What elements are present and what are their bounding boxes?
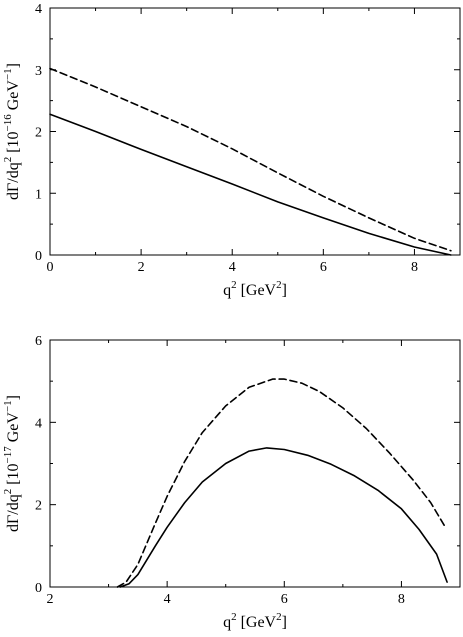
x-axis-label: q2 [GeV2]	[223, 279, 287, 299]
x-tick-label: 6	[281, 592, 288, 607]
y-tick-label: 2	[35, 126, 42, 141]
y-axis-label: dΓ/dq2 [10−16 GeV−1]	[2, 63, 22, 200]
y-tick-label: 2	[35, 499, 42, 514]
y-tick-label: 6	[35, 334, 42, 349]
x-tick-label: 4	[229, 260, 236, 275]
x-tick-label: 6	[320, 260, 327, 275]
plot-frame	[49, 7, 461, 256]
series-line-solid	[49, 113, 452, 256]
x-tick-label: 2	[138, 260, 145, 275]
y-tick-label: 3	[35, 64, 42, 79]
y-axis-label: dΓ/dq2 [10−17 GeV−1]	[2, 395, 22, 532]
x-tick-label: 8	[411, 260, 418, 275]
series-line-dashed	[49, 67, 452, 252]
y-tick-label: 4	[35, 416, 42, 431]
x-axis-label: q2 [GeV2]	[223, 611, 287, 631]
y-tick-label: 0	[35, 581, 42, 596]
y-tick-label: 1	[35, 187, 42, 202]
chart-panel-1: 0 2 4 6 8 0 1 2 3 4 q2 [GeV2] dΓ/dq2 [10−16 GeV−1]	[2, 2, 461, 299]
x-tick-label: 4	[164, 592, 171, 607]
y-tick-label: 4	[35, 2, 42, 17]
x-tick-label: 2	[47, 592, 54, 607]
y-tick-label: 0	[35, 249, 42, 264]
x-tick-label: 0	[47, 260, 54, 275]
series-line-solid	[119, 447, 448, 588]
series-line-dashed	[116, 378, 447, 588]
x-tick-label: 8	[398, 592, 405, 607]
